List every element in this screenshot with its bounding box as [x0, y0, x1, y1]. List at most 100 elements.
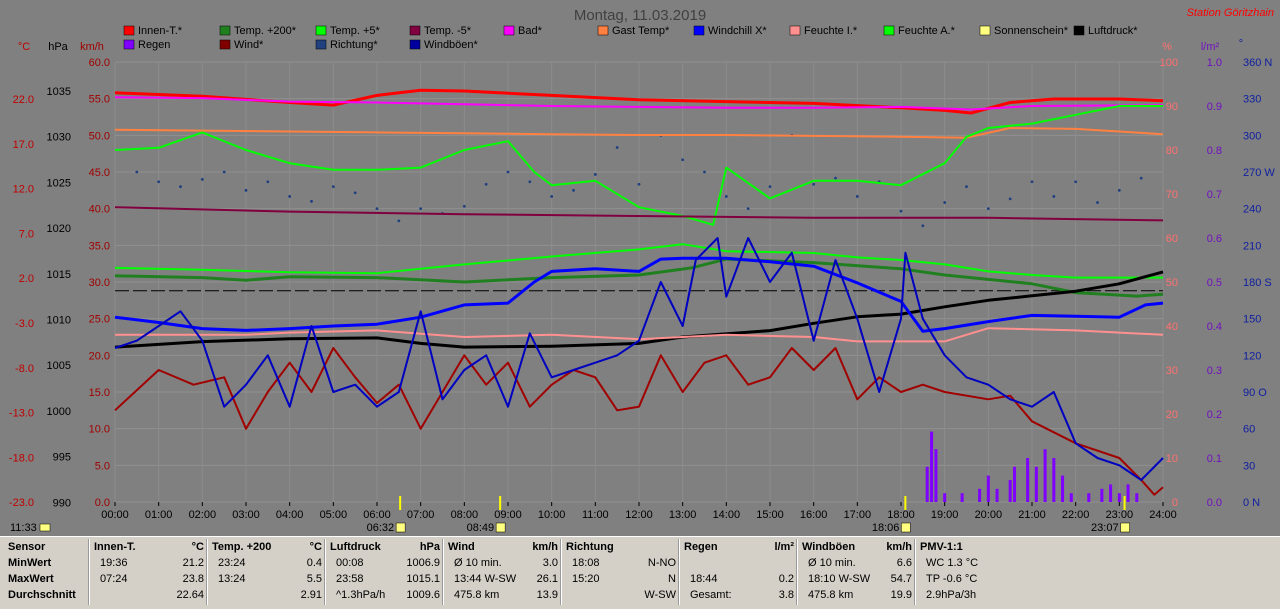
stats-cell-value: N-NO [647, 557, 676, 569]
stats-cell-value: 2.91 [300, 589, 322, 601]
stats-separator [442, 539, 444, 605]
stats-cell-label: 475.8 km [454, 589, 500, 601]
direction-dot [1074, 180, 1078, 184]
legend-label: Wind* [234, 39, 264, 51]
y-tick-hpa: 990 [53, 497, 71, 509]
legend-swatch [409, 39, 421, 50]
x-tick-label: 21:00 [1018, 509, 1046, 521]
stats-separator [678, 539, 680, 605]
rain-bar [978, 488, 982, 502]
y-tick-deg: 120 [1243, 350, 1261, 362]
legend-label: Feuchte A.* [898, 25, 956, 37]
direction-dot [353, 191, 357, 195]
stats-cell-label: 15:20 [572, 573, 600, 585]
stats-block-unit: hPa [419, 541, 440, 553]
stats-block-title: Richtung [566, 541, 614, 553]
legend-swatch [789, 25, 801, 36]
stats-cell-label: ^1.3hPa/h [336, 589, 386, 601]
y-tick-temp: -18.0 [9, 452, 34, 464]
direction-dot [157, 180, 161, 184]
y-tick-deg: 330 [1243, 94, 1261, 106]
y-tick-lm2: 0.4 [1207, 321, 1222, 333]
stats-cell-value: 19.9 [890, 589, 912, 601]
stats-row-label: MinWert [8, 557, 52, 569]
legend-label: Windböen* [424, 39, 479, 51]
legend-label: Richtung* [330, 39, 378, 51]
stats-separator [560, 539, 562, 605]
y-tick-kmh: 50.0 [89, 130, 110, 142]
direction-dot [965, 185, 968, 189]
legend-swatch [123, 39, 135, 50]
y-tick-deg: 210 [1243, 240, 1261, 252]
corner-time: 11:33 [10, 522, 37, 534]
stats-cell-value: W-SW [644, 589, 676, 601]
rain-bar [1008, 480, 1012, 502]
y-tick-kmh: 30.0 [89, 277, 110, 289]
stats-block: Wind km/h Ø 10 min. 3.0 13:44 W-SW 26.1 475.8 … [448, 541, 558, 607]
stats-cell-label: 18:10 W-SW [808, 573, 871, 585]
stats-cell-value: 0.4 [306, 557, 322, 569]
y-tick-lm2: 0.0 [1207, 497, 1222, 509]
direction-dot [550, 195, 554, 198]
legend-swatch [597, 25, 609, 36]
y-tick-pct: 90 [1166, 101, 1178, 113]
stats-separator [324, 539, 326, 605]
direction-dot [746, 207, 750, 211]
legend-swatch [315, 39, 327, 50]
sun-mark-label: 06:32 [367, 522, 395, 534]
y-tick-pct: 0 [1172, 497, 1178, 509]
unit-deg: ° [1239, 38, 1243, 50]
series-line [114, 347, 1164, 496]
direction-dot [812, 182, 816, 186]
x-tick-label: 17:00 [844, 509, 872, 521]
y-tick-pct: 10 [1166, 453, 1178, 465]
direction-dot [528, 180, 532, 184]
rain-bar [1100, 488, 1104, 502]
stats-row-labels: Sensor MinWert MaxWert Durchschnitt [8, 541, 88, 607]
direction-dot [244, 188, 248, 192]
statistics-panel: Sensor MinWert MaxWert Durchschnitt Innen-T.… [0, 536, 1280, 609]
legend-label: Sonnenschein* [994, 25, 1069, 37]
y-tick-pct: 80 [1166, 145, 1178, 157]
corner-sun-icon [39, 523, 51, 532]
stats-block-title: Temp. +200 [212, 541, 272, 553]
x-tick-label: 01:00 [145, 509, 173, 521]
stats-cell-label: 18:44 [690, 573, 718, 585]
y-tick-pct: 50 [1166, 277, 1178, 289]
stats-block: PMV-1:1 WC 1.3 °C TP -0.6 °C 2.9hPa/3h [920, 541, 1010, 607]
stats-block-unit: km/h [532, 541, 558, 553]
x-tick-label: 14:00 [713, 509, 741, 521]
sun-icon [901, 522, 911, 533]
y-tick-kmh: 0.0 [95, 497, 110, 509]
y-tick-deg: 300 [1243, 130, 1261, 142]
y-tick-lm2: 0.8 [1207, 145, 1222, 157]
legend-swatch [219, 39, 231, 50]
stats-block: Temp. +200 °C 23:24 0.4 13:24 5.5 2.91 [212, 541, 322, 607]
series-line [114, 206, 1164, 222]
x-tick-label: 00:00 [101, 509, 129, 521]
y-tick-temp: 7.0 [19, 228, 34, 240]
rain-bars [925, 431, 1139, 502]
sun-marks: 06:32 08:49 18:06 23:07 [367, 496, 1130, 534]
x-tick-label: 10:00 [538, 509, 566, 521]
sun-icon [395, 522, 406, 533]
chart-title: Montag, 11.03.2019 [574, 7, 706, 24]
stats-cell-label: 13:24 [218, 573, 246, 585]
x-tick-label: 12:00 [625, 509, 653, 521]
y-tick-pct: 70 [1166, 189, 1178, 201]
direction-dot [615, 146, 619, 149]
stats-cell-value: 54.7 [890, 573, 912, 585]
y-tick-deg: 0 N [1243, 497, 1260, 509]
rain-bar [986, 475, 990, 502]
stats-row-label: Durchschnitt [8, 589, 76, 601]
stats-cell-label: Ø 10 min. [808, 557, 856, 569]
stats-block-unit: km/h [886, 541, 912, 553]
x-tick-label: 22:00 [1062, 509, 1090, 521]
stats-cell-label: 2.9hPa/3h [926, 589, 977, 601]
rain-bar [960, 493, 964, 502]
rain-bar [1052, 458, 1056, 502]
stats-row-label: Sensor [8, 541, 46, 553]
y-tick-kmh: 60.0 [89, 57, 110, 69]
y-tick-hpa: 1025 [47, 177, 71, 189]
stats-cell-value: 0.2 [778, 573, 794, 585]
